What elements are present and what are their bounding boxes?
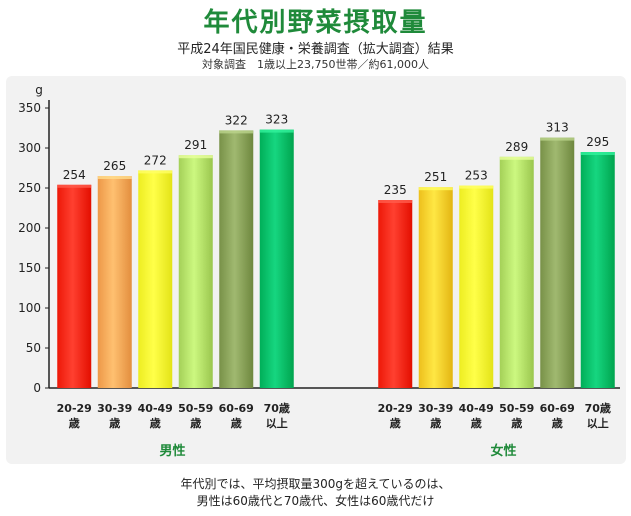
y-tick-label: 350 [18,101,41,115]
x-category-label-line2: 歳 [430,416,441,430]
bar-female-4 [540,137,575,388]
x-category-label-line2: 歳 [150,416,161,430]
x-category-label-line2: 歳 [231,416,242,430]
bar-value-label: 322 [225,113,248,127]
x-category-label-line2: 以上 [587,416,609,430]
chart-title: 年代別野菜摂取量 [203,8,428,38]
bar-top-highlight [378,200,413,203]
bar-male-1 [97,176,132,388]
bar-value-label: 323 [265,113,288,127]
bar-male-4 [219,130,254,388]
bar-top-highlight [259,129,294,133]
x-category-label-line1: 60-69 [540,402,575,415]
bar-top-highlight [499,156,534,160]
x-category-label-line2: 歳 [552,416,563,430]
bar-value-label: 289 [505,140,528,154]
bar-top-highlight [459,185,494,189]
bar-value-label: 251 [424,170,447,184]
footnote: 年代別では、平均摂取量300gを超えているのは、 男性は60歳代と70歳代、女性… [0,476,631,510]
y-tick-label: 150 [18,261,41,275]
x-category-label-line1: 20-29 [57,402,92,415]
bar-female-0 [378,200,413,388]
y-tick-label: 250 [18,181,41,195]
bar-top-highlight [418,187,453,191]
x-category-label-line1: 50-59 [178,402,213,415]
x-category-label-line2: 以上 [266,416,288,430]
x-category-label-line2: 歳 [190,416,201,430]
bar-male-2 [138,170,173,388]
x-category-label-line2: 歳 [109,416,120,430]
y-tick-label: 50 [26,341,41,355]
bar-top-highlight [138,170,173,174]
x-category-label-line2: 歳 [390,416,401,430]
bar-female-3 [499,156,534,388]
x-category-label-line1: 60-69 [219,402,254,415]
bar-value-label: 313 [546,121,569,135]
bar-top-highlight [580,152,615,155]
x-category-label-line2: 歳 [511,416,522,430]
y-axis-unit-label: g [35,83,43,97]
y-tick-label: 200 [18,221,41,235]
bar-value-label: 254 [63,168,86,182]
bar-value-label: 235 [384,183,407,197]
bar-male-3 [178,155,213,388]
footnote-line-2: 男性は60歳代と70歳代、女性は60歳代だけ [196,494,435,508]
footnote-line-1: 年代別では、平均摂取量300gを超えているのは、 [180,477,451,491]
group-label-male: 男性 [159,443,185,459]
bar-female-2 [459,185,494,388]
bar-top-highlight [57,184,92,188]
bar-top-highlight [178,155,213,159]
bar-value-label: 272 [144,153,167,167]
chart-subtitle: 平成24年国民健康・栄養調査（拡大調査）結果 [177,42,454,57]
x-category-label-line2: 歳 [471,416,482,430]
y-tick-label: 300 [18,141,41,155]
x-category-label-line1: 40-49 [459,402,494,415]
x-category-label-line1: 50-59 [499,402,534,415]
x-category-label-line1: 70歳 [585,401,611,415]
x-category-label-line1: 40-49 [138,402,173,415]
bar-value-label: 295 [586,135,609,149]
bar-top-highlight [97,176,132,179]
bar-value-label: 291 [184,138,207,152]
bar-male-0 [57,184,92,388]
y-tick-label: 100 [18,301,41,315]
bar-female-1 [418,187,453,388]
y-tick-label: 0 [33,381,41,395]
bar-value-label: 265 [103,159,126,173]
bar-male-5 [259,129,294,388]
group-label-female: 女性 [490,443,516,459]
survey-note: 対象調査 1歳以上23,750世帯／約61,000人 [202,58,429,71]
x-category-label-line1: 20-29 [378,402,413,415]
bar-value-label: 253 [465,169,488,183]
x-category-label-line1: 30-39 [97,402,132,415]
x-category-label-line1: 70歳 [264,401,290,415]
bar-top-highlight [540,137,575,141]
bar-female-5 [580,152,615,388]
x-category-label-line2: 歳 [69,416,80,430]
bar-top-highlight [219,130,254,134]
x-category-label-line1: 30-39 [418,402,453,415]
